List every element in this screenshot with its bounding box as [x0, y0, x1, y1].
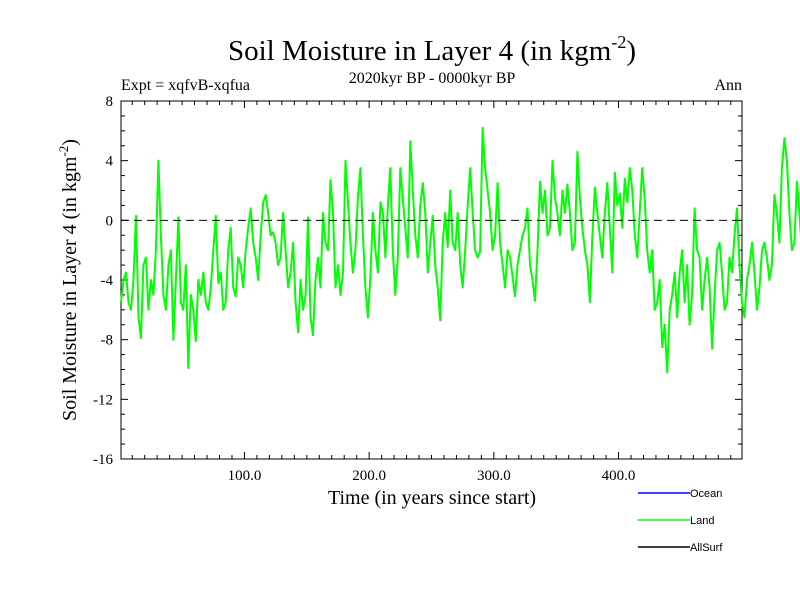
- x-axis-label: Time (in years since start): [328, 487, 536, 509]
- y-tick-label: -12: [93, 392, 113, 408]
- y-tick-label: -8: [101, 333, 114, 349]
- x-tick-label: 400.0: [602, 468, 636, 484]
- y-tick-label: -4: [101, 273, 114, 289]
- y-axis-label: Soil Moisture in Layer 4 (in kgm-2): [56, 139, 81, 421]
- y-axis-label-superscript: -2: [56, 146, 71, 157]
- y-axis-label-close: ): [59, 139, 81, 146]
- legend-label-ocean: Ocean: [690, 488, 722, 500]
- series-layer: [120, 126, 800, 374]
- legend: Ocean Land AllSurf: [638, 488, 723, 554]
- series-line-land: [120, 126, 800, 374]
- legend-label-allsurf: AllSurf: [690, 542, 723, 554]
- x-tick-label: 100.0: [228, 468, 262, 484]
- chart-title: Soil Moisture in Layer 4 (in kgm-2): [228, 32, 636, 67]
- x-tick-label: 200.0: [352, 468, 386, 484]
- chart-subtitle: 2020kyr BP - 0000kyr BP: [349, 70, 516, 87]
- legend-label-land: Land: [690, 515, 714, 527]
- y-tick-label: 0: [106, 213, 114, 229]
- season-label: Ann: [714, 77, 742, 94]
- y-tick-label: 4: [106, 154, 114, 170]
- chart-title-text: Soil Moisture in Layer 4 (in kgm: [228, 35, 612, 67]
- experiment-label: Expt = xqfvB-xqfua: [121, 77, 250, 94]
- chart-title-close: ): [626, 35, 636, 67]
- x-tick-label: 300.0: [477, 468, 511, 484]
- y-axis-label-text: Soil Moisture in Layer 4 (in kgm: [59, 156, 81, 421]
- y-tick-label: 8: [106, 94, 114, 110]
- chart-title-superscript: -2: [611, 32, 626, 52]
- x-axis-ticks: 100.0 200.0 300.0 400.0: [131, 101, 732, 484]
- y-axis-ticks: 8 4 0 -4 -8 -12 -16: [93, 94, 742, 468]
- y-tick-label: -16: [93, 452, 113, 468]
